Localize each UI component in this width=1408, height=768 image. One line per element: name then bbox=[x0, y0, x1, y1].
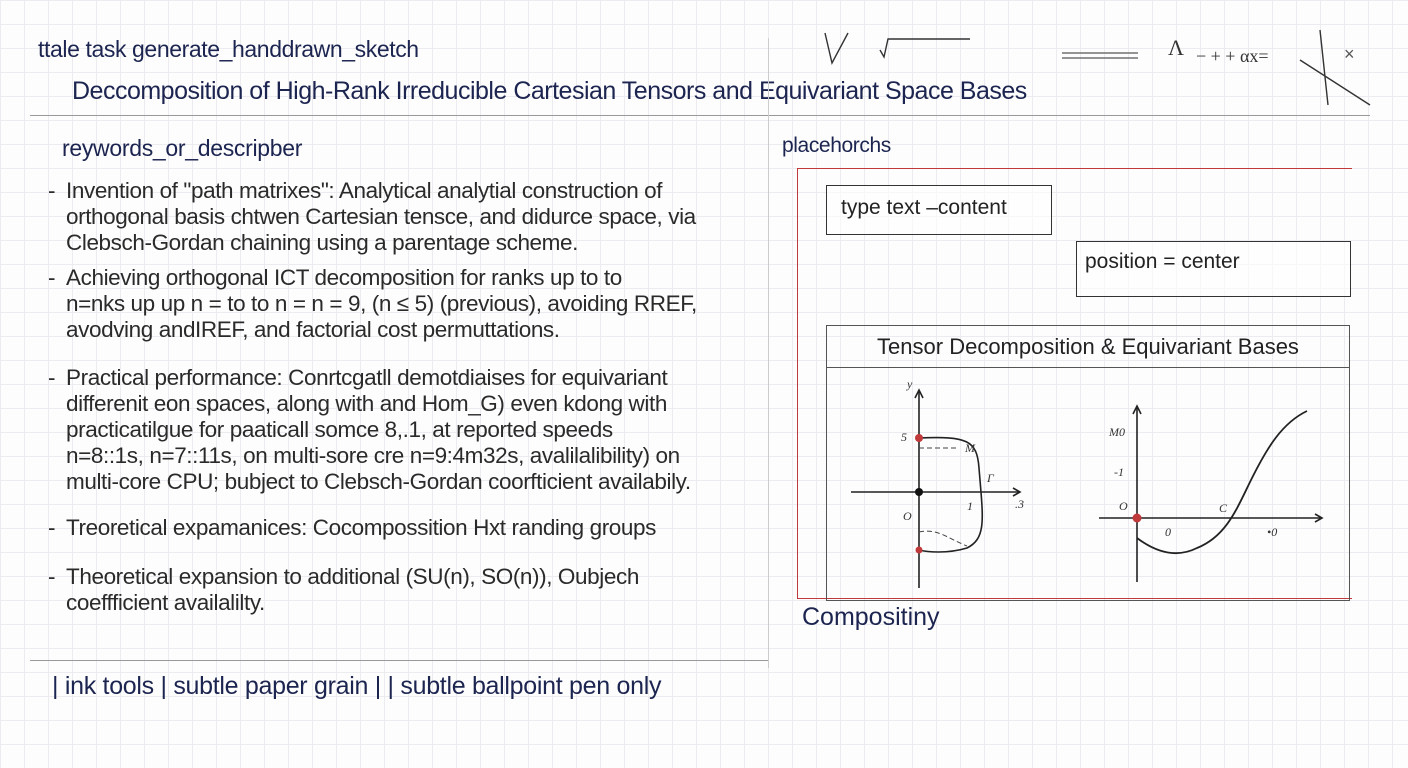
bullet-text: Clebsch-Gordan chaining using a parentag… bbox=[66, 230, 578, 255]
sketch-plots: y 5 M Γ 1 .3 O M0 -1 O 0 C •0 bbox=[851, 377, 1324, 588]
dashed-guides bbox=[918, 447, 968, 547]
red-point bbox=[1132, 513, 1142, 523]
red-margin-top bbox=[797, 168, 1352, 169]
bullet-text: coeffficient availalilty. bbox=[66, 590, 265, 615]
red-point bbox=[915, 546, 923, 554]
right-plot: M0 -1 O 0 C •0 bbox=[1099, 404, 1324, 582]
bullet-text: differenit eon spaces, along with and Ho… bbox=[66, 391, 667, 416]
tick-label: •0 bbox=[1267, 525, 1277, 539]
bullet-text: Theoretical expansion to additional (SU(… bbox=[66, 564, 639, 589]
point-label-c: C bbox=[1219, 501, 1228, 515]
bullet-text: multi-core CPU; bubject to Clebsch-Gorda… bbox=[66, 469, 691, 494]
tick-label: 5 bbox=[901, 430, 907, 444]
tick-label: 1 bbox=[967, 499, 973, 513]
origin-label: O bbox=[1119, 499, 1128, 513]
bullet-3: - Practical performance: Conrtcgatll demo… bbox=[48, 365, 768, 495]
crossing-lines-doodle bbox=[1299, 29, 1371, 106]
tick-label: 0 bbox=[1165, 525, 1171, 539]
placeholder-label: placehorchs bbox=[782, 134, 891, 157]
bullet-text: avodving andIREF, and factorial cost per… bbox=[66, 317, 560, 342]
section-heading: reywords_or_descripber bbox=[62, 135, 303, 161]
bullet-4: - Treoretical expamanices: Cocompossition… bbox=[48, 515, 657, 540]
bullet-5: - Theoretical expansion to additional (SU… bbox=[48, 564, 768, 616]
y-axis-label: y bbox=[906, 377, 913, 391]
tick-label: -1 bbox=[1114, 465, 1124, 479]
bullet-text: Practical performance: Conrtcgatll demot… bbox=[66, 365, 668, 390]
column-divider bbox=[768, 38, 769, 668]
task-line: ttale task generate_handdrawn_sketch bbox=[38, 36, 419, 62]
bullet-text: orthogonal basis chtwen Cartesian tensce… bbox=[66, 204, 696, 229]
position-box: position = center bbox=[1076, 241, 1351, 297]
origin-point bbox=[915, 488, 923, 496]
page-title: Deccomposition of High-Rank Irreducible … bbox=[72, 77, 1027, 105]
bullet-text: Invention of "path matrixes": Analytical… bbox=[66, 178, 663, 203]
axis-arrow-icon bbox=[1132, 404, 1324, 523]
footer-divider bbox=[30, 660, 768, 661]
red-point bbox=[915, 434, 923, 442]
title-divider bbox=[30, 115, 1370, 116]
bullet-text: Achieving orthogonal ICT decomposition f… bbox=[66, 265, 622, 290]
left-axes bbox=[851, 392, 1019, 588]
bullet-1: - Invention of "path matrixes": Analytica… bbox=[48, 178, 768, 256]
right-axes bbox=[1099, 408, 1321, 582]
left-plot: y 5 M Γ 1 .3 O bbox=[851, 377, 1024, 588]
footer-tools: | ink tools | subtle paper grain | | sub… bbox=[52, 672, 662, 700]
chart-panel: Tensor Decomposition & Equivariant Bases… bbox=[826, 325, 1350, 601]
sqrt-doodle bbox=[824, 32, 970, 65]
bullet-2: - Achieving orthogonal ICT decomposition … bbox=[48, 265, 768, 343]
origin-label: O bbox=[903, 509, 912, 523]
point-label-m: M bbox=[964, 441, 976, 455]
red-margin-bottom bbox=[797, 598, 1352, 599]
math-doodles: Λ − + + αx= × bbox=[824, 29, 1371, 106]
type-box: type text –content bbox=[826, 185, 1052, 235]
tick-label: .3 bbox=[1015, 497, 1024, 511]
red-margin-left bbox=[797, 168, 798, 598]
close-icon: × bbox=[1344, 44, 1355, 64]
bullet-text: n=nks up up n = to to n = n = 9, (n ≤ 5)… bbox=[66, 291, 697, 316]
caption: Compositiny bbox=[802, 603, 940, 631]
tick-label: M0 bbox=[1108, 425, 1125, 439]
s-curve bbox=[1136, 410, 1308, 555]
double-line-doodle bbox=[1062, 52, 1138, 59]
axis-arrow-icon bbox=[914, 388, 1022, 497]
bullet-text: practicatilgue for paaticall somce 8,.1,… bbox=[66, 417, 613, 442]
gamma-curve bbox=[918, 436, 984, 553]
curve-label-gamma: Γ bbox=[986, 471, 995, 485]
lambda-doodle: Λ bbox=[1168, 35, 1184, 60]
operators-doodle: − + + αx= bbox=[1196, 46, 1269, 66]
chart-title: Tensor Decomposition & Equivariant Bases bbox=[827, 326, 1349, 368]
bullet-text: n=8::1s, n=7::11s, on multi-sore cre n=9… bbox=[66, 443, 680, 468]
bullet-text: Treoretical expamanices: Cocompossition … bbox=[66, 515, 657, 540]
